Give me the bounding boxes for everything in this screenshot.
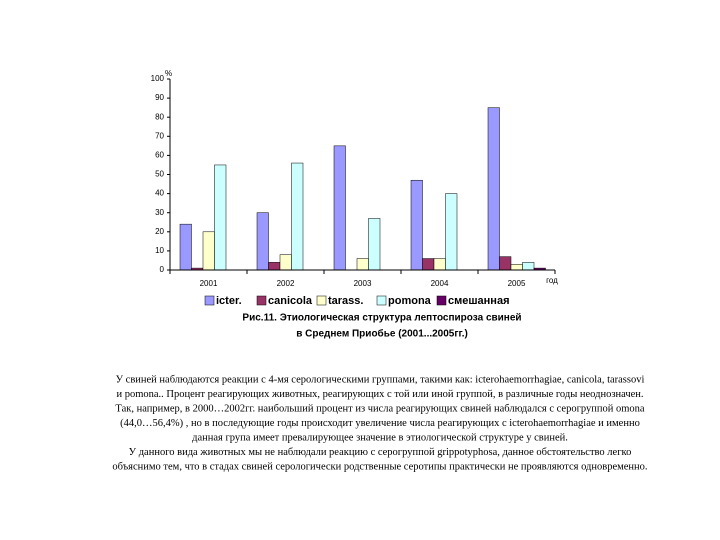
bar bbox=[510, 264, 523, 271]
bar bbox=[291, 162, 304, 271]
bar bbox=[433, 258, 446, 271]
y-tick-label: 100 bbox=[151, 74, 165, 83]
y-tick-label: 20 bbox=[155, 227, 164, 236]
bar bbox=[487, 107, 500, 271]
y-tick-label: 60 bbox=[155, 151, 164, 160]
y-tick-label: 10 bbox=[155, 246, 164, 255]
body-line: У свиней наблюдаются реакции с 4-мя серо… bbox=[116, 374, 645, 385]
y-tick-label: 90 bbox=[155, 93, 164, 102]
y-tick-label: 70 bbox=[155, 131, 164, 140]
x-tick-label: 2005 bbox=[508, 279, 526, 288]
bar bbox=[256, 212, 269, 271]
bar bbox=[445, 193, 458, 271]
legend-label: pomona bbox=[388, 295, 432, 307]
legend-swatch bbox=[316, 295, 327, 306]
x-tick-label: 2001 bbox=[200, 279, 218, 288]
bar bbox=[410, 179, 423, 271]
body-line: и pomona.. Процент реагирующих животных,… bbox=[116, 389, 643, 400]
bar bbox=[422, 258, 435, 271]
body-line: (44,0…56,4%) , но в последующие годы про… bbox=[120, 418, 640, 429]
bar bbox=[356, 258, 369, 271]
y-tick-label: 80 bbox=[155, 112, 164, 121]
bar bbox=[368, 218, 381, 271]
legend-swatch bbox=[436, 295, 447, 306]
bar bbox=[179, 223, 192, 271]
bar bbox=[214, 164, 227, 271]
body-line: Так, например, в 2000…2002гг. наибольший… bbox=[115, 403, 644, 414]
legend-swatch bbox=[204, 295, 215, 306]
y-tick-label: 40 bbox=[155, 189, 164, 198]
caption: Рис.11. Этиологическая структура лептосп… bbox=[242, 313, 521, 324]
y-tick-label: 50 bbox=[155, 170, 164, 179]
x-tick-label: 2003 bbox=[354, 279, 372, 288]
bar bbox=[268, 262, 281, 271]
body-line: объяснимо тем, что в стадах свиней серол… bbox=[112, 461, 647, 472]
body-line: данная група имеет превалирующее значени… bbox=[192, 432, 568, 443]
y-tick-label: 0 bbox=[160, 265, 165, 274]
bar bbox=[202, 231, 215, 271]
bar bbox=[333, 145, 346, 271]
y-unit: % bbox=[165, 69, 172, 78]
bar bbox=[499, 256, 512, 271]
legend-label: canicola bbox=[268, 295, 313, 307]
legend-label: tarass. bbox=[328, 295, 363, 307]
legend-swatch bbox=[256, 295, 267, 306]
legend-label: смешанная bbox=[448, 295, 509, 307]
x-tick-label: 2002 bbox=[277, 279, 295, 288]
y-tick-label: 30 bbox=[155, 208, 164, 217]
bar bbox=[522, 262, 535, 271]
caption: в Среднем Приобье (2001...2005гг.) bbox=[296, 328, 468, 340]
bar bbox=[279, 254, 292, 271]
body-line: У данного вида животных мы не наблюдали … bbox=[129, 447, 632, 458]
x-label: год bbox=[546, 276, 558, 285]
x-tick-label: 2004 bbox=[431, 279, 449, 288]
legend-label: icter. bbox=[216, 295, 242, 307]
legend-swatch bbox=[376, 295, 387, 306]
